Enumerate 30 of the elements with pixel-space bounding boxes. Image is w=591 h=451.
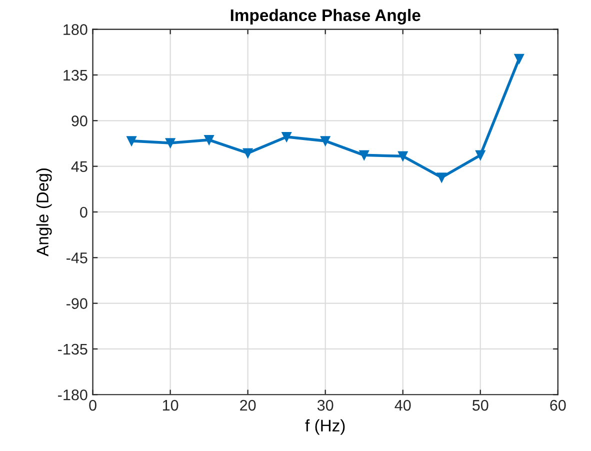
x-tick-label: 10: [162, 400, 178, 411]
chart-title: Impedance Phase Angle: [230, 8, 420, 25]
point: [126, 136, 136, 146]
y-tick-label: -135: [58, 344, 88, 355]
point: [359, 150, 369, 160]
y-tick-label: 45: [71, 161, 88, 172]
point: [165, 138, 176, 148]
y-tick-label: 90: [72, 116, 88, 126]
point: [514, 54, 524, 64]
y-tick-label: 180: [64, 24, 88, 35]
point: [282, 132, 292, 142]
point: [436, 172, 446, 182]
point: [398, 151, 408, 162]
x-tick-label: 20: [240, 400, 256, 411]
x-tick-label: 40: [394, 400, 411, 411]
x-tick-label: 30: [317, 400, 334, 411]
y-tick-label: -45: [66, 252, 88, 264]
x-axis-title: f (Hz): [305, 419, 345, 435]
y-tick-label: -90: [66, 298, 88, 309]
point: [476, 150, 486, 160]
point: [242, 148, 253, 158]
point: [320, 136, 330, 146]
y-tick-label: 0: [80, 206, 88, 218]
y-tick-label: 135: [64, 70, 88, 81]
x-tick-label: 0: [89, 400, 96, 411]
x-tick-label: 50: [472, 400, 488, 411]
point: [204, 135, 214, 145]
y-axis-title: Angle (Deg): [36, 168, 52, 256]
y-tick-label: -180: [58, 389, 88, 400]
x-tick-label: 60: [550, 400, 566, 411]
